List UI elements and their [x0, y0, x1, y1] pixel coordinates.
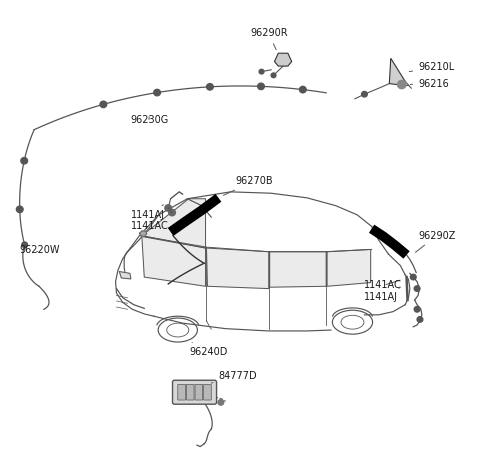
Polygon shape	[142, 199, 205, 248]
Circle shape	[206, 84, 213, 90]
Circle shape	[417, 316, 423, 322]
Polygon shape	[142, 237, 205, 286]
Circle shape	[397, 80, 406, 89]
Polygon shape	[206, 248, 269, 289]
Text: 1141AJ: 1141AJ	[131, 205, 165, 220]
Circle shape	[361, 91, 367, 97]
Circle shape	[21, 158, 27, 164]
FancyBboxPatch shape	[186, 384, 194, 400]
Text: 96240D: 96240D	[190, 342, 228, 357]
Circle shape	[259, 69, 264, 74]
Text: 1141AC: 1141AC	[131, 211, 168, 231]
Circle shape	[165, 205, 171, 211]
Circle shape	[100, 101, 107, 108]
Polygon shape	[389, 58, 405, 85]
Circle shape	[300, 86, 306, 93]
FancyBboxPatch shape	[195, 384, 203, 400]
Polygon shape	[120, 272, 131, 279]
Circle shape	[16, 206, 23, 213]
Text: 96230G: 96230G	[130, 115, 168, 125]
Circle shape	[258, 83, 264, 90]
FancyBboxPatch shape	[204, 384, 211, 400]
Text: 1141AJ: 1141AJ	[364, 287, 400, 302]
Polygon shape	[140, 231, 147, 237]
Circle shape	[414, 286, 420, 292]
Text: 96220W: 96220W	[20, 245, 60, 255]
Text: 84777D: 84777D	[211, 371, 257, 383]
Circle shape	[414, 307, 420, 312]
Text: 96270B: 96270B	[223, 176, 273, 195]
Polygon shape	[327, 249, 371, 286]
Circle shape	[168, 209, 175, 216]
Circle shape	[271, 73, 276, 78]
Circle shape	[154, 89, 160, 96]
Text: 96216: 96216	[410, 79, 449, 89]
FancyBboxPatch shape	[178, 384, 185, 400]
Circle shape	[22, 242, 27, 248]
Text: 96290R: 96290R	[250, 29, 288, 50]
Polygon shape	[275, 53, 292, 66]
Circle shape	[218, 400, 224, 405]
Text: 96290Z: 96290Z	[416, 231, 456, 252]
Text: 1141AC: 1141AC	[364, 280, 402, 290]
Polygon shape	[270, 252, 326, 287]
Circle shape	[410, 274, 416, 280]
Text: 96210L: 96210L	[409, 62, 454, 72]
FancyBboxPatch shape	[172, 380, 216, 404]
